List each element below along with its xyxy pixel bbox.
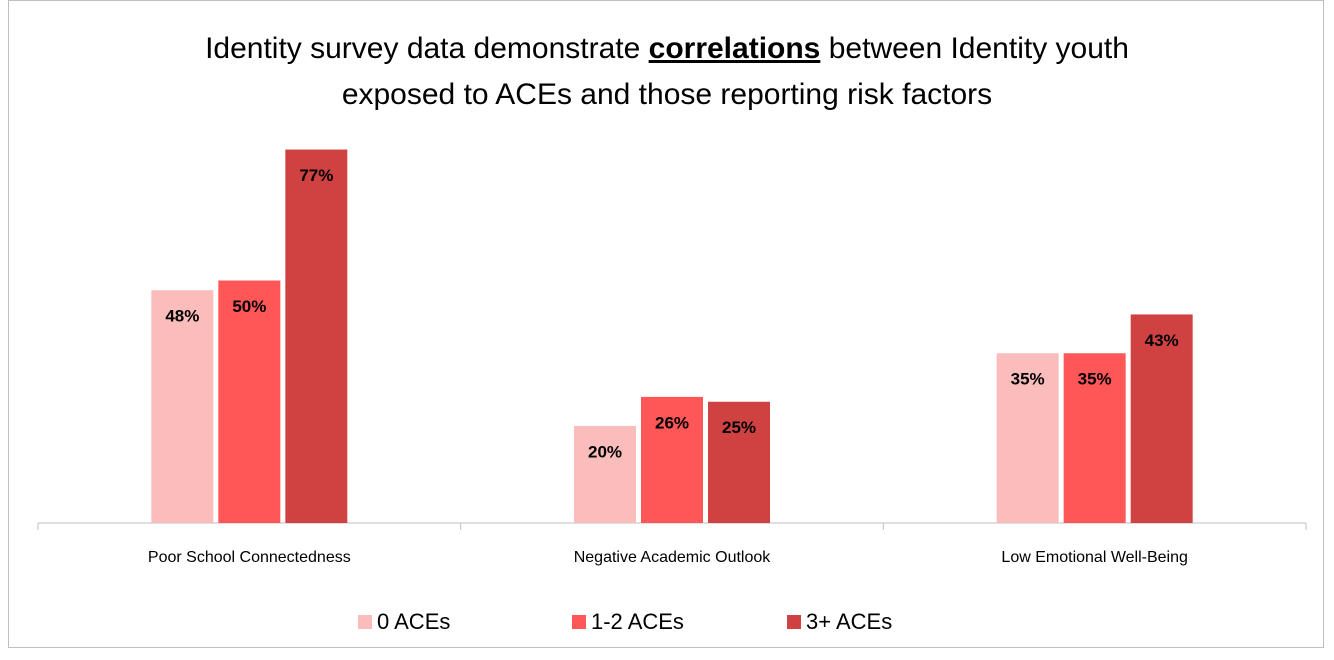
data-label: 35%	[1078, 370, 1112, 389]
legend-label: 0 ACEs	[377, 609, 450, 634]
title-part: between Identity youth exposed to ACEs a…	[341, 32, 1129, 111]
legend-label: 1-2 ACEs	[591, 609, 684, 634]
legend-swatch	[787, 615, 801, 629]
data-label: 50%	[232, 297, 266, 316]
data-label: 26%	[655, 413, 689, 432]
data-label: 77%	[299, 166, 333, 185]
bar	[1130, 314, 1193, 523]
data-label: 20%	[588, 442, 622, 461]
bar	[641, 396, 703, 523]
chart-title: Identity survey data demonstrate correla…	[150, 26, 1184, 118]
x-tick-label: Negative Academic Outlook	[574, 549, 772, 566]
bar	[285, 149, 348, 524]
bar	[708, 401, 770, 523]
bar	[996, 353, 1059, 523]
bar	[1063, 353, 1126, 523]
data-label: 43%	[1145, 331, 1179, 350]
bar	[151, 290, 214, 523]
data-label: 35%	[1011, 370, 1045, 389]
chart-frame	[8, 0, 1324, 648]
legend-label: 3+ ACEs	[806, 609, 892, 634]
data-label: 48%	[165, 307, 199, 326]
x-tick-label: Poor School Connectedness	[148, 549, 351, 566]
bar	[574, 426, 636, 523]
bar	[218, 280, 281, 523]
legend-swatch	[572, 615, 586, 629]
title-emphasis: correlations	[648, 32, 821, 65]
title-part: Identity survey data demonstrate	[205, 32, 649, 65]
data-label: 25%	[722, 418, 756, 437]
legend-swatch	[358, 615, 372, 629]
x-tick-label: Low Emotional Well-Being	[1001, 549, 1187, 566]
